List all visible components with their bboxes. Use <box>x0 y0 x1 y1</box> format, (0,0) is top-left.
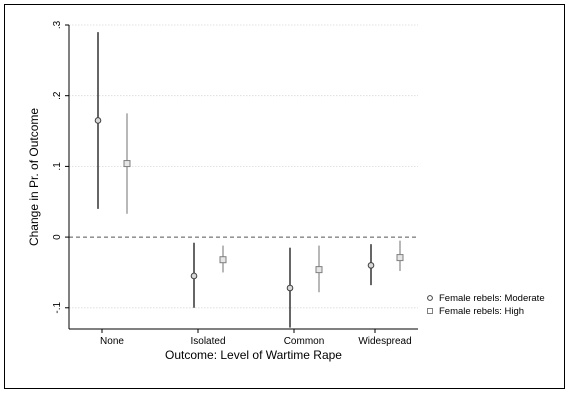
legend-label: Female rebels: Moderate <box>439 293 545 304</box>
x-tick-label: Widespread <box>358 336 411 347</box>
y-tick-label: 0 <box>52 234 63 240</box>
x-tick-label: Isolated <box>190 336 225 347</box>
x-axis-title: Outcome: Level of Wartime Rape <box>165 348 342 362</box>
legend-marker <box>427 308 433 314</box>
data-point <box>286 284 294 292</box>
data-point <box>94 117 102 124</box>
data-point <box>123 160 131 168</box>
legend-marker <box>427 295 433 301</box>
legend-label: Female rebels: High <box>439 306 524 317</box>
data-point <box>396 254 404 262</box>
data-point <box>315 266 323 274</box>
data-point <box>219 256 227 264</box>
y-tick-label: .2 <box>52 91 63 100</box>
x-tick-label: None <box>100 336 124 347</box>
y-tick-label: .3 <box>52 20 63 29</box>
x-tick-label: Common <box>284 336 325 347</box>
y-axis-title: Change in Pr. of Outcome <box>27 108 41 246</box>
y-tick-label: -.1 <box>52 302 63 314</box>
data-point <box>367 262 375 269</box>
data-point <box>190 272 198 280</box>
y-tick-label: .1 <box>52 162 63 171</box>
